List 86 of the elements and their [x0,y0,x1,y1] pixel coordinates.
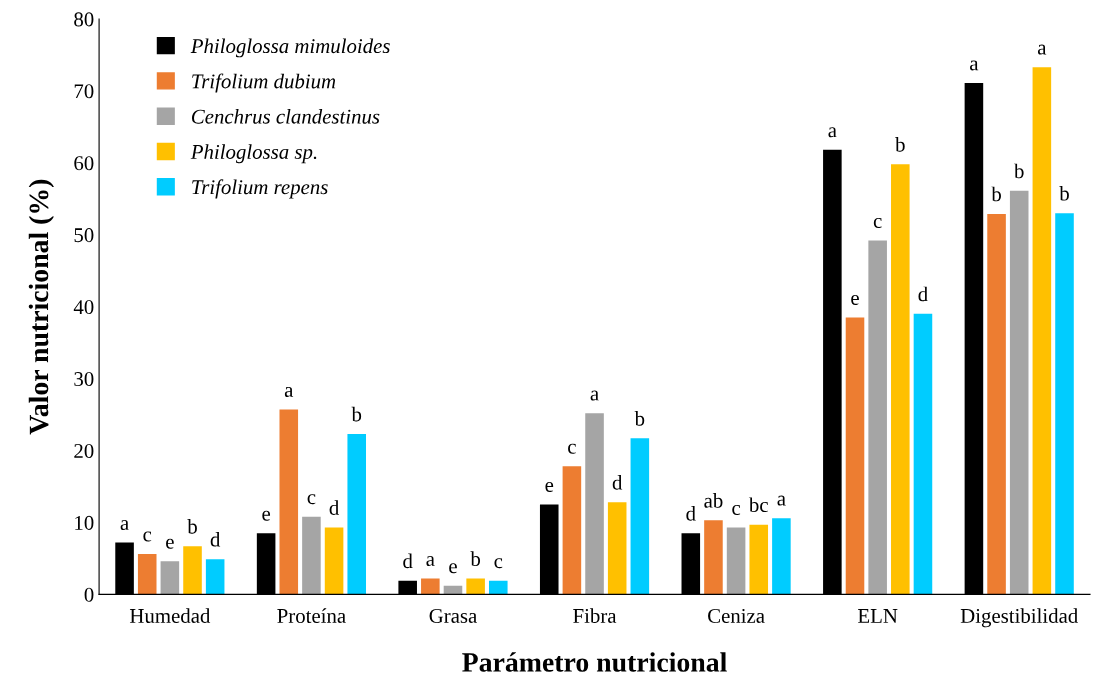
bar [302,516,321,595]
y-tick-label: 0 [84,587,94,602]
legend-label: Philoglossa sp. [190,144,317,164]
data-label: ab [704,493,723,508]
data-label: a [828,127,837,138]
data-label: b [1014,163,1024,179]
bar [585,413,604,595]
y-tick-label: 30 [74,371,94,387]
x-tick-label: Proteína [277,608,346,623]
data-label: a [590,390,599,401]
data-label: a [284,387,294,397]
data-label: b [1059,185,1069,201]
data-label: c [494,558,503,569]
y-tick-label: 80 [74,12,94,27]
bar [845,317,865,595]
bar [891,164,910,595]
bar [1032,67,1052,595]
data-label: d [210,531,221,547]
data-label: a [970,60,979,71]
bar [913,313,933,595]
data-label: d [686,506,696,521]
bar [987,213,1006,595]
legend-label: Trifolium dubium [192,73,336,93]
data-label: c [143,531,152,542]
data-label: e [545,481,554,492]
bar [279,409,299,595]
bar [183,546,202,595]
data-label: d [612,475,623,490]
data-label: a [777,495,786,506]
data-label: a [120,520,129,531]
data-label: c [732,504,741,515]
x-tick-label: Grasa [429,608,477,623]
bar [772,518,791,595]
bar [466,578,485,595]
bar [868,240,887,595]
data-label: a [1037,44,1047,55]
bar [607,502,627,595]
data-label: d [329,500,340,515]
bar [137,554,157,595]
x-tick-label: Humedad [129,608,211,623]
y-tick-label: 50 [74,228,94,243]
data-label: a [426,556,435,567]
data-label: c [568,443,576,454]
bar [489,580,508,595]
bar [205,559,225,595]
bar [421,578,440,595]
data-label: b [351,406,362,422]
data-label: b [634,411,645,426]
y-tick-label: 40 [73,300,94,315]
data-label: e [449,563,457,574]
data-label: e [166,538,174,549]
bar [1009,190,1029,595]
bar [562,466,582,595]
data-label: b [991,186,1001,202]
data-label: e [262,510,271,521]
data-label: b [895,137,905,152]
y-tick-label: 10 [75,515,94,530]
x-tick-label: ELN [858,609,898,623]
bar [1055,213,1074,595]
x-axis-title: Parámetro nutricional [462,652,727,672]
legend-label: Philoglossa mimuloides [190,38,390,58]
bar [630,438,650,595]
data-label: b [470,551,481,567]
y-tick-label: 60 [74,156,94,171]
data-label: b [187,518,197,534]
x-tick-label: Digestibilidad [960,608,1078,628]
y-tick-label: 20 [74,443,94,458]
data-label: d [918,286,928,302]
y-tick-label: 70 [74,84,94,99]
bar [347,434,367,595]
legend-label: Cenchrus clandestinus [191,109,380,124]
x-tick-label: Fibra [573,608,617,623]
data-label: bc [748,497,768,513]
bar [443,585,463,595]
bar [749,524,769,595]
data-label: c [307,494,316,505]
data-label: d [403,553,413,569]
bar [726,527,746,595]
data-label: e [851,294,859,305]
bar [704,520,723,595]
x-tick-label: Ceniza [708,608,765,623]
bar [324,527,344,595]
y-axis-title: Valor nutricional (%) [28,179,54,435]
bar [160,561,180,595]
data-label: c [873,217,882,228]
legend-label: Trifolium repens [192,179,328,199]
